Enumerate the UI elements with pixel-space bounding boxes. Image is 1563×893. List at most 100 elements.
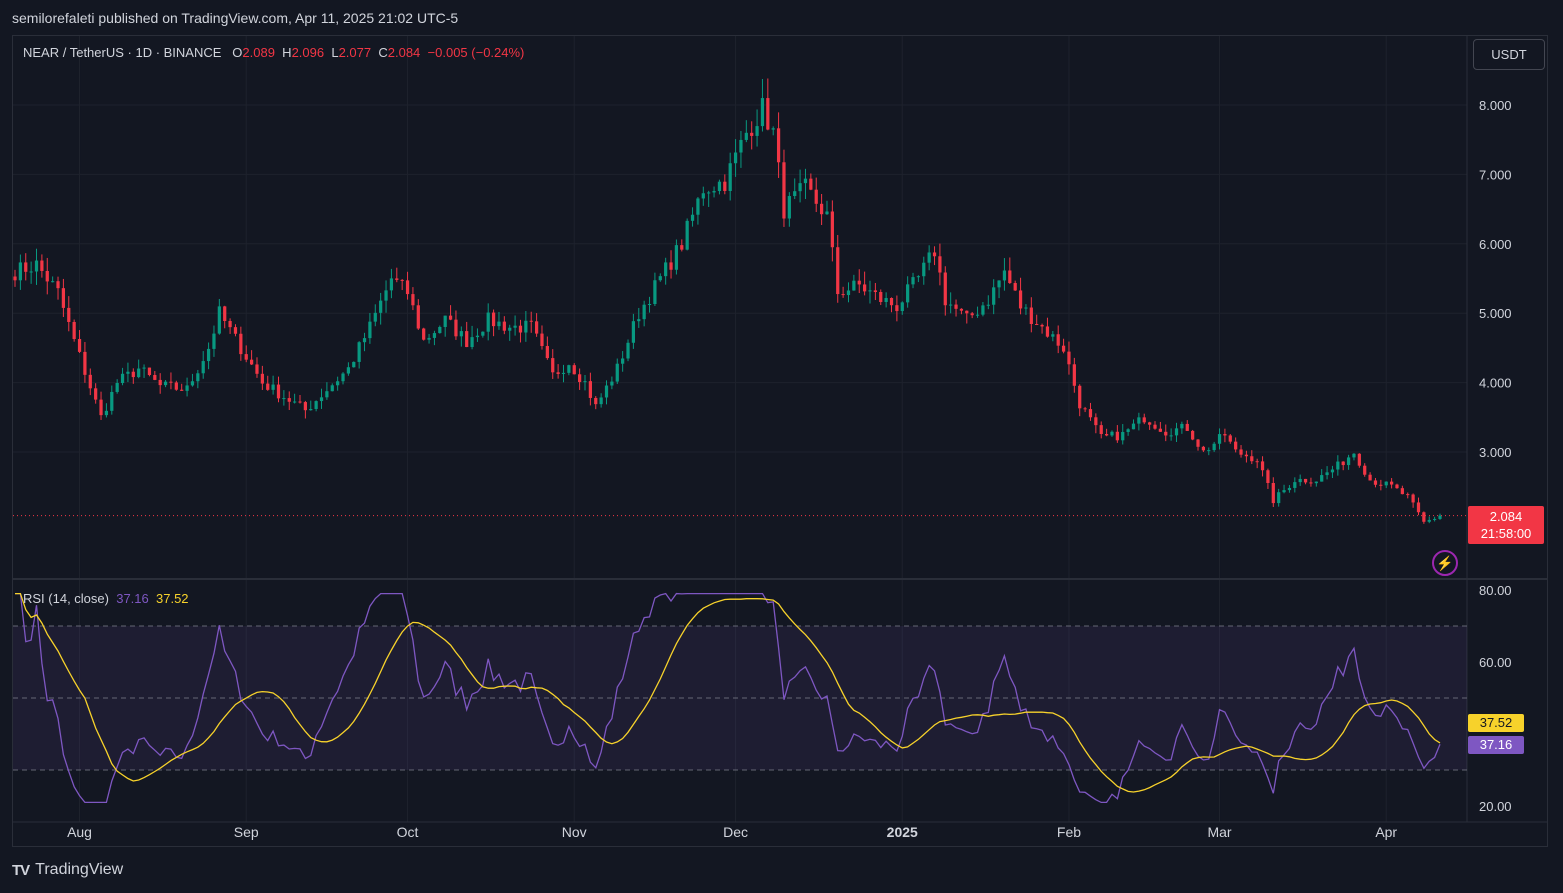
- candle-body: [120, 373, 125, 384]
- candle-body: [163, 381, 168, 386]
- candle-body: [696, 198, 700, 215]
- candle-body: [1341, 461, 1345, 466]
- candle-body: [249, 359, 254, 365]
- candle-body: [1207, 450, 1211, 452]
- candle-body: [1115, 431, 1119, 441]
- candle-body: [787, 196, 791, 219]
- candle-body: [1255, 461, 1259, 463]
- candle-body: [1357, 453, 1361, 466]
- candle-body: [368, 321, 372, 339]
- candle-body: [1029, 307, 1033, 324]
- candle-body: [970, 313, 974, 316]
- candle-body: [524, 320, 528, 333]
- candle-body: [1234, 441, 1238, 450]
- candle-body: [755, 126, 759, 136]
- candle-body: [459, 331, 463, 337]
- candle-body: [594, 397, 598, 405]
- candle-body: [615, 363, 619, 382]
- candle-body: [362, 338, 367, 343]
- lightning-icon[interactable]: ⚡: [1432, 550, 1458, 576]
- candle-body: [201, 361, 205, 374]
- candle-body: [395, 278, 399, 280]
- candle-body: [852, 280, 856, 291]
- candle-body: [561, 372, 566, 374]
- candle-body: [1153, 424, 1157, 429]
- candle-body: [712, 191, 716, 193]
- candle-body: [126, 371, 130, 374]
- candle-body: [868, 290, 872, 292]
- candle-body: [1148, 422, 1152, 425]
- candle-body: [889, 297, 894, 306]
- candle-body: [298, 401, 302, 403]
- candle-body: [760, 98, 765, 127]
- candle-body: [965, 310, 969, 314]
- candle-body: [825, 211, 829, 215]
- symbol-label[interactable]: NEAR / TetherUS · 1D · BINANCE: [23, 45, 222, 60]
- candle-body: [750, 132, 754, 136]
- candle-body: [77, 339, 82, 352]
- candle-body: [1212, 443, 1216, 451]
- candle-body: [836, 247, 840, 295]
- candle-body: [1201, 446, 1206, 451]
- candle-body: [1228, 435, 1232, 442]
- candle-body: [1346, 457, 1351, 466]
- candle-body: [470, 337, 474, 348]
- candle-body: [782, 162, 786, 219]
- candle-body: [556, 372, 560, 374]
- candle-body: [664, 262, 668, 277]
- candle-body: [798, 183, 802, 192]
- candle-body: [94, 388, 98, 400]
- candle-body: [809, 178, 813, 190]
- footer-brand[interactable]: TV TradingView: [12, 861, 123, 879]
- candle-body: [45, 270, 49, 282]
- price-tick-label: 5.000: [1479, 306, 1512, 321]
- rsi-label[interactable]: RSI (14, close): [23, 591, 109, 606]
- candle-body: [341, 373, 345, 382]
- candle-body: [1078, 385, 1082, 409]
- candle-body: [938, 256, 942, 273]
- candle-body: [223, 306, 227, 322]
- change-value: −0.005 (−0.24%): [427, 45, 525, 60]
- time-axis-label: Mar: [1207, 824, 1231, 840]
- candle-body: [534, 321, 539, 334]
- candle-body: [1411, 494, 1415, 503]
- time-axis-label: Sep: [234, 824, 259, 840]
- candle-body: [1363, 465, 1367, 475]
- candle-body: [986, 304, 990, 306]
- candle-body: [723, 181, 727, 191]
- chart-frame[interactable]: [12, 35, 1548, 847]
- candle-body: [206, 348, 211, 362]
- candle-body: [1061, 345, 1066, 352]
- candle-body: [346, 367, 351, 374]
- candle-body: [1018, 290, 1023, 309]
- candle-body: [906, 284, 910, 303]
- candle-body: [1395, 484, 1399, 489]
- candle-body: [647, 303, 652, 305]
- candle-body: [1067, 351, 1071, 365]
- candle-body: [104, 410, 109, 416]
- candle-body: [992, 287, 996, 305]
- publish-header: semilorefaleti published on TradingView.…: [12, 10, 459, 26]
- candle-body: [642, 304, 646, 320]
- candle-body: [1137, 417, 1141, 424]
- candle-body: [621, 358, 625, 364]
- low-label: L: [331, 45, 339, 60]
- candle-body: [448, 315, 453, 320]
- candle-body: [1260, 461, 1265, 471]
- candle-body: [529, 320, 533, 322]
- candle-body: [147, 367, 152, 375]
- candle-body: [1174, 428, 1179, 436]
- rsi-ma-tag: 37.52: [1468, 714, 1524, 732]
- candle-body: [766, 98, 770, 130]
- candle-body: [793, 191, 797, 197]
- candle-body: [416, 305, 420, 329]
- rsi-ma-line: [15, 592, 1441, 793]
- close-value: 2.084: [387, 45, 421, 60]
- candle-body: [110, 391, 114, 411]
- rsi-tick-label: 60.00: [1479, 655, 1512, 670]
- currency-button[interactable]: USDT: [1473, 39, 1545, 70]
- candle-body: [518, 325, 523, 333]
- candle-body: [997, 280, 1001, 288]
- candle-body: [771, 128, 775, 130]
